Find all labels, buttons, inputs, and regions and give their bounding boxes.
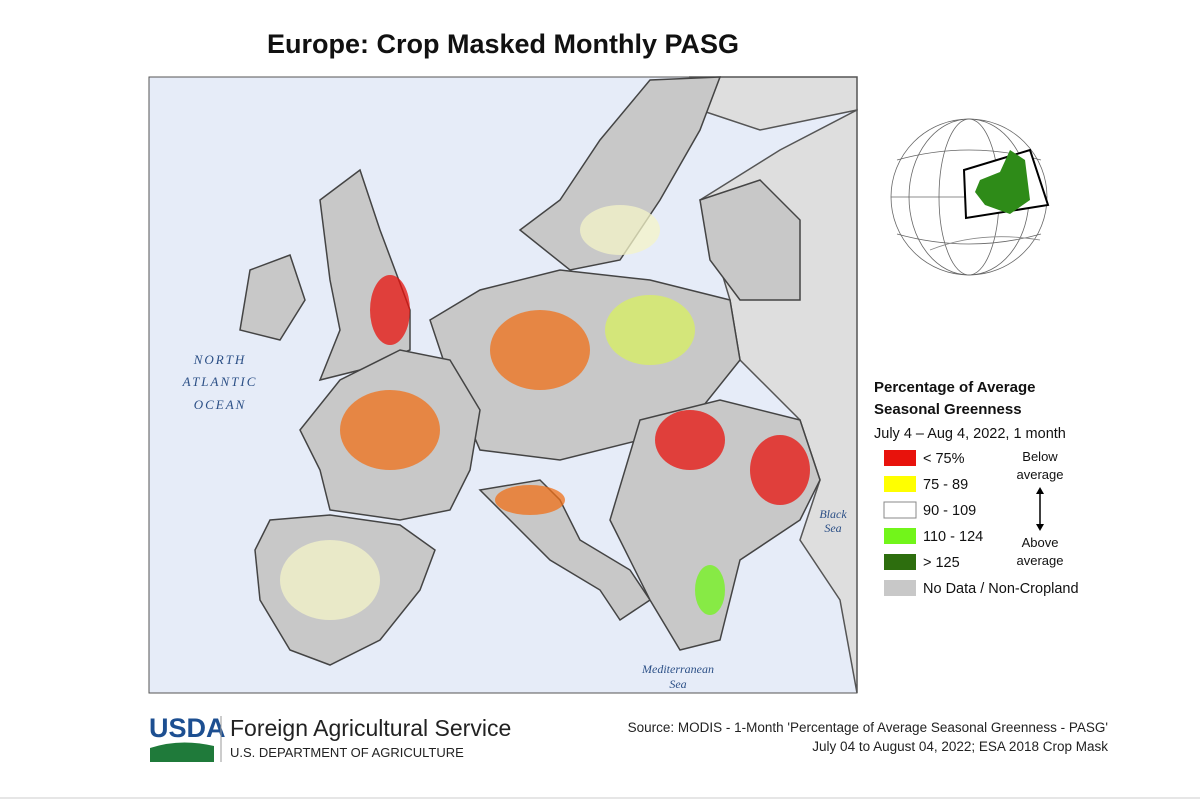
legend-swatch xyxy=(884,476,916,492)
legend-label: No Data / Non-Cropland xyxy=(923,581,1079,597)
legend-label: 75 - 89 xyxy=(923,477,968,493)
sea-label: NORTH xyxy=(193,352,247,367)
legend-note: average xyxy=(1017,553,1064,568)
agency: Foreign Agricultural Service xyxy=(230,715,511,741)
sea-label: Sea xyxy=(669,677,686,691)
legend-label: 110 - 124 xyxy=(923,529,983,545)
legend-label: < 75% xyxy=(923,451,965,467)
legend-swatch xyxy=(884,528,916,544)
map: NORTH ATLANTIC OCEAN Black Sea Mediterra… xyxy=(148,76,858,694)
title: Europe: Crop Masked Monthly PASG xyxy=(267,29,739,59)
arrow-head xyxy=(1036,524,1044,531)
legend-title: Seasonal Greenness xyxy=(874,401,1022,418)
legend-note: Above xyxy=(1022,535,1059,550)
sea-label: Sea xyxy=(824,521,841,535)
legend-subtitle: July 4 – Aug 4, 2022, 1 month xyxy=(874,426,1066,442)
source: July 04 to August 04, 2022; ESA 2018 Cro… xyxy=(812,739,1108,754)
footer: USDA Foreign Agricultural Service U.S. D… xyxy=(149,713,1108,762)
legend-swatch xyxy=(884,554,916,570)
sea-label: Mediterranean xyxy=(641,662,714,676)
sea-label: OCEAN xyxy=(194,397,247,412)
locator-globe xyxy=(890,118,1050,276)
legend-swatch xyxy=(884,450,916,466)
sea-label: Black xyxy=(819,507,847,521)
legend-note: Below xyxy=(1022,449,1058,464)
logo-wave xyxy=(150,742,214,762)
legend: Percentage of Average Seasonal Greenness… xyxy=(874,379,1079,597)
legend-swatch xyxy=(883,501,917,519)
legend-note: average xyxy=(1017,467,1064,482)
legend-label: 90 - 109 xyxy=(923,503,976,519)
legend-swatch xyxy=(884,580,916,596)
legend-title: Percentage of Average xyxy=(874,379,1035,396)
pasg-patches xyxy=(280,205,810,620)
arrow-head xyxy=(1036,487,1044,494)
source: Source: MODIS - 1-Month 'Percentage of A… xyxy=(628,720,1108,735)
logo: USDA xyxy=(149,713,226,743)
legend-label: > 125 xyxy=(923,555,960,571)
department: U.S. DEPARTMENT OF AGRICULTURE xyxy=(230,745,464,760)
sea-label: ATLANTIC xyxy=(182,374,258,389)
